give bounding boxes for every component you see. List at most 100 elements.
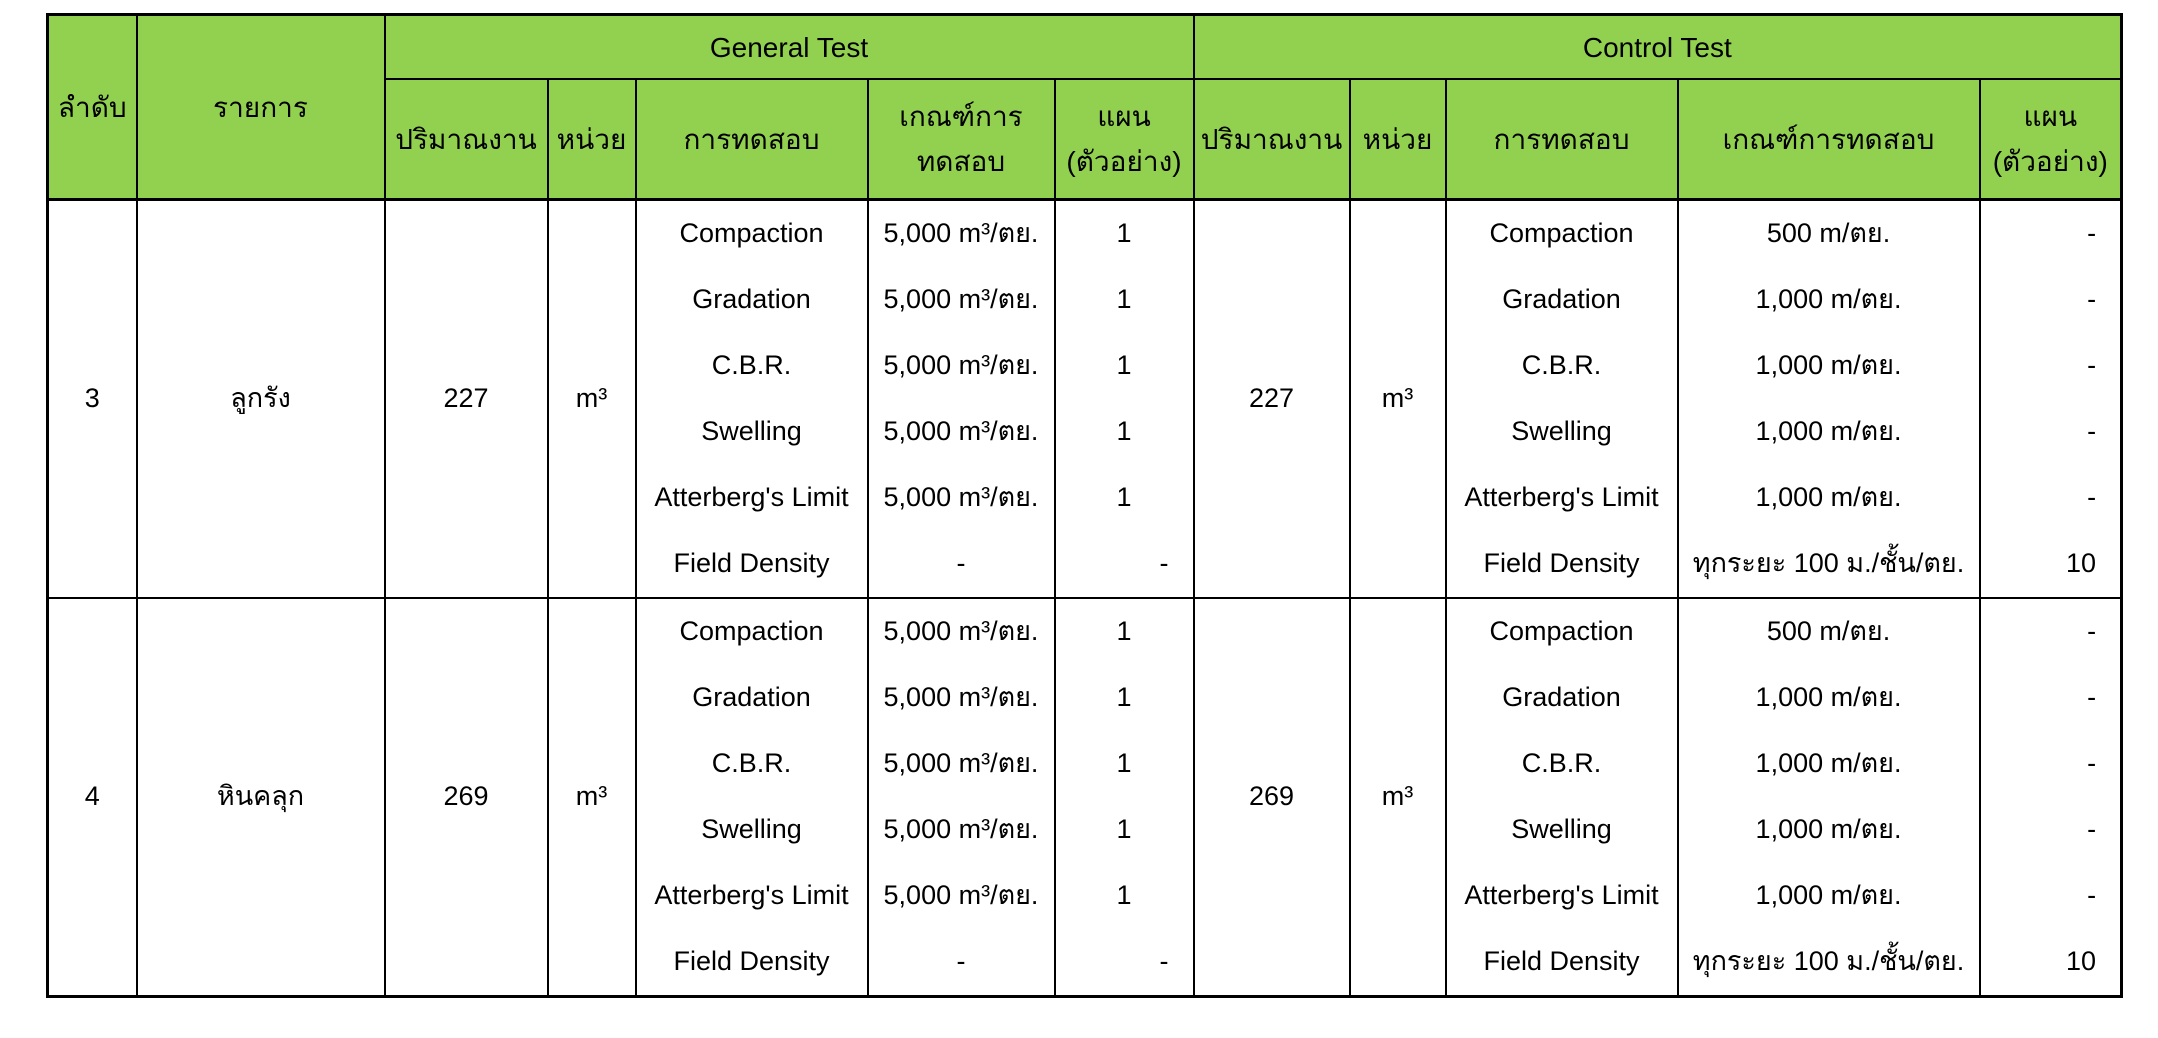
cell-test: Compaction — [1444, 198, 1679, 267]
table-row: Atterberg's Limit 5,000 m³/ตย. 1 Atterbe… — [48, 863, 2123, 929]
cell-test: Atterberg's Limit — [634, 465, 869, 531]
header-control-plan-line1: แผน — [2023, 101, 2078, 132]
cell-general-criteria: 5,000 m³/ตย. — [866, 465, 1056, 531]
cell-test: Field Density — [634, 531, 869, 598]
table-row: Swelling 5,000 m³/ตย. 1 Swelling 1,000 m… — [48, 399, 2123, 465]
cell-general-criteria: 5,000 m³/ตย. — [866, 333, 1056, 399]
cell-control-plan: - — [1978, 863, 2123, 929]
table-row: 3 ลูกรัง 227 m³ Compaction 5,000 m³/ตย. … — [46, 198, 2123, 598]
cell-general-plan: 1 — [1053, 267, 1195, 333]
cell-general-plan: 1 — [1053, 198, 1195, 267]
header-control-criteria: เกณฑ์การทดสอบ — [1676, 79, 1981, 201]
cell-control-criteria: 500 m/ตย. — [1676, 198, 1981, 267]
cell-general-criteria: 5,000 m³/ตย. — [866, 665, 1056, 731]
table-row: Field Density - - Field Density ทุกระยะ … — [48, 531, 2123, 598]
header-general-test-name: การทดสอบ — [634, 79, 869, 201]
cell-control-plan: - — [1978, 399, 2123, 465]
header-general-plan: แผน (ตัวอย่าง) — [1053, 79, 1195, 201]
cell-control-criteria: 1,000 m/ตย. — [1676, 333, 1981, 399]
cell-general-criteria: - — [866, 531, 1056, 598]
cell-test: Gradation — [1444, 665, 1679, 731]
cell-general-plan: 1 — [1053, 797, 1195, 863]
cell-test: Swelling — [1444, 399, 1679, 465]
cell-general-plan: - — [1053, 531, 1195, 598]
cell-general-plan: 1 — [1053, 731, 1195, 797]
cell-test: Atterberg's Limit — [634, 863, 869, 929]
cell-test: Swelling — [1444, 797, 1679, 863]
cell-test: Field Density — [634, 929, 869, 997]
cell-general-criteria: 5,000 m³/ตย. — [866, 198, 1056, 267]
cell-general-criteria: 5,000 m³/ตย. — [866, 597, 1056, 665]
cell-general-criteria: 5,000 m³/ตย. — [866, 797, 1056, 863]
cell-control-criteria: 1,000 m/ตย. — [1676, 797, 1981, 863]
header-row-groups: ลำดับ รายการ General Test Control Test — [46, 14, 2123, 201]
cell-general-plan: 1 — [1053, 665, 1195, 731]
cell-test: Field Density — [1444, 929, 1679, 997]
header-general-quantity: ปริมาณงาน — [383, 79, 549, 201]
cell-general-plan: 1 — [1053, 399, 1195, 465]
table-row: Gradation 5,000 m³/ตย. 1 Gradation 1,000… — [48, 665, 2123, 731]
cell-control-plan: - — [1978, 333, 2123, 399]
cell-control-criteria: ทุกระยะ 100 ม./ชั้น/ตย. — [1676, 929, 1981, 997]
cell-general-criteria: 5,000 m³/ตย. — [866, 267, 1056, 333]
cell-test: Compaction — [634, 597, 869, 665]
cell-test: Gradation — [634, 267, 869, 333]
cell-control-criteria: ทุกระยะ 100 ม./ชั้น/ตย. — [1676, 531, 1981, 598]
cell-general-criteria: 5,000 m³/ตย. — [866, 863, 1056, 929]
cell-test: C.B.R. — [1444, 731, 1679, 797]
cell-test: C.B.R. — [1444, 333, 1679, 399]
cell-control-plan: - — [1978, 198, 2123, 267]
cell-control-criteria: 1,000 m/ตย. — [1676, 267, 1981, 333]
header-general-test: General Test — [383, 14, 1195, 80]
cell-control-plan: - — [1978, 665, 2123, 731]
cell-general-plan: 1 — [1053, 333, 1195, 399]
cell-control-plan: - — [1978, 797, 2123, 863]
cell-no: 3 — [46, 198, 138, 598]
cell-control-criteria: 1,000 m/ตย. — [1676, 399, 1981, 465]
cell-test: C.B.R. — [634, 731, 869, 797]
header-no: ลำดับ — [46, 14, 138, 201]
header-general-unit: หน่วย — [546, 79, 637, 201]
cell-general-plan: - — [1053, 929, 1195, 997]
cell-test: Gradation — [1444, 267, 1679, 333]
cell-test: Swelling — [634, 797, 869, 863]
header-control-plan: แผน (ตัวอย่าง) — [1978, 79, 2123, 201]
material-test-plan-table: ลำดับ รายการ General Test Control Test ป… — [46, 13, 2124, 998]
header-general-criteria-line2: ทดสอบ — [916, 146, 1006, 177]
cell-test: Compaction — [634, 198, 869, 267]
cell-general-criteria: 5,000 m³/ตย. — [866, 731, 1056, 797]
cell-control-plan: 10 — [1978, 929, 2123, 997]
header-control-test-name: การทดสอบ — [1444, 79, 1679, 201]
cell-control-plan: - — [1978, 465, 2123, 531]
table-row: Field Density - - Field Density ทุกระยะ … — [48, 929, 2123, 997]
cell-control-plan: - — [1978, 267, 2123, 333]
cell-control-plan: - — [1978, 731, 2123, 797]
header-general-criteria-line1: เกณฑ์การ — [899, 101, 1023, 132]
table-row: C.B.R. 5,000 m³/ตย. 1 C.B.R. 1,000 m/ตย.… — [48, 731, 2123, 797]
cell-control-unit: m³ — [1348, 597, 1447, 997]
header-item: รายการ — [135, 14, 386, 201]
header-control-quantity: ปริมาณงาน — [1192, 79, 1351, 201]
cell-control-quantity: 269 — [1192, 597, 1351, 997]
table-row: Atterberg's Limit 5,000 m³/ตย. 1 Atterbe… — [48, 465, 2123, 531]
cell-test: C.B.R. — [634, 333, 869, 399]
cell-control-criteria: 1,000 m/ตย. — [1676, 665, 1981, 731]
cell-general-quantity: 227 — [383, 198, 549, 598]
header-general-plan-line2: (ตัวอย่าง) — [1066, 146, 1182, 177]
header-general-plan-line1: แผน — [1097, 101, 1151, 132]
header-row-columns: ปริมาณงาน หน่วย การทดสอบ เกณฑ์การ ทดสอบ … — [48, 79, 2123, 201]
header-control-test: Control Test — [1192, 14, 2123, 80]
cell-control-criteria: 500 m/ตย. — [1676, 597, 1981, 665]
cell-general-plan: 1 — [1053, 597, 1195, 665]
cell-test: Atterberg's Limit — [1444, 863, 1679, 929]
cell-general-unit: m³ — [546, 597, 637, 997]
cell-test: Compaction — [1444, 597, 1679, 665]
cell-control-criteria: 1,000 m/ตย. — [1676, 863, 1981, 929]
cell-control-unit: m³ — [1348, 198, 1447, 598]
cell-general-unit: m³ — [546, 198, 637, 598]
cell-control-criteria: 1,000 m/ตย. — [1676, 731, 1981, 797]
cell-general-plan: 1 — [1053, 465, 1195, 531]
cell-item: หินคลุก — [135, 597, 386, 997]
cell-general-plan: 1 — [1053, 863, 1195, 929]
header-control-unit: หน่วย — [1348, 79, 1447, 201]
